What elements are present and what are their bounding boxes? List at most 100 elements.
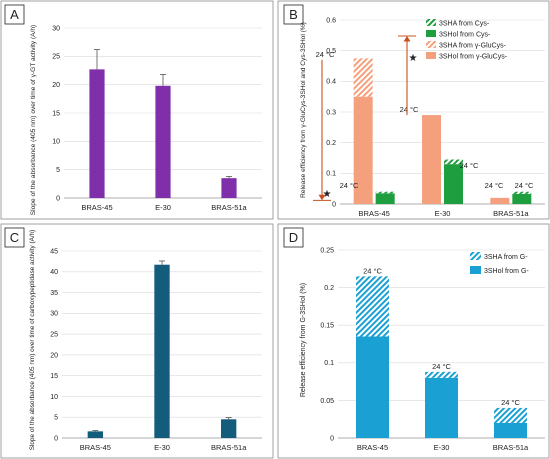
panel-a-letter: A xyxy=(4,4,25,25)
panel-b-star-marker: ★ xyxy=(323,189,332,200)
panel-a-bar xyxy=(221,178,237,198)
panel-d-ytick-label: 0.25 xyxy=(320,247,334,254)
panel-d-category-label: E-30 xyxy=(434,443,450,452)
panel-a-ytick-label: 25 xyxy=(52,54,60,61)
panel-b-arrowhead xyxy=(403,35,411,42)
panel-a-ytick-label: 30 xyxy=(52,25,60,32)
panel-b-letter: B xyxy=(283,4,304,25)
panel-b-bar-segment xyxy=(490,197,510,204)
panel-a-frame xyxy=(0,0,274,220)
panel-c-bar xyxy=(87,431,103,438)
panel-b-ytick-label: 0.3 xyxy=(326,109,336,116)
panel-a-ytick-label: 5 xyxy=(56,167,60,174)
panel-b-ytick-label: 0.6 xyxy=(326,17,336,24)
panel-c-bar xyxy=(221,419,237,438)
panel-b-legend-swatch xyxy=(426,19,436,26)
panel-a-ytick-label: 15 xyxy=(52,110,60,117)
panel-c-ytick-label: 10 xyxy=(50,394,58,401)
panel-a-category-label: BRAS-45 xyxy=(81,203,112,212)
panel-d-category-label: BRAS-51a xyxy=(493,443,529,452)
panel-d-temperature-label: 24 °C xyxy=(501,398,520,407)
panel-b-ytick-label: 0.1 xyxy=(326,171,336,178)
panel-a-category-label: E-30 xyxy=(155,203,171,212)
panel-d-category-label: BRAS-45 xyxy=(357,443,388,452)
panel-d-ytick-label: 0 xyxy=(330,435,334,442)
panel-b-legend-swatch xyxy=(426,41,436,48)
panel-d-ylabel: Release efficiency from G-3SHol (%) xyxy=(300,283,307,397)
panel-b-legend-swatch xyxy=(426,30,436,37)
panel-b-category-label: BRAS-45 xyxy=(359,209,390,218)
panel-d-temperature-label: 24 °C xyxy=(363,266,382,275)
panel-d-letter: D xyxy=(283,227,304,248)
panel-a-ytick-label: 20 xyxy=(52,82,60,89)
panel-d-temperature-label: 24 °C xyxy=(432,362,451,371)
panel-c-ytick-label: 25 xyxy=(50,332,58,339)
panel-c-ytick-label: 35 xyxy=(50,290,58,297)
panel-d-ytick-label: 0.2 xyxy=(324,285,334,292)
svg-text:C: C xyxy=(10,230,19,245)
panel-b-bar-segment xyxy=(353,58,373,97)
panel-c-chart: 0 5 10 15 20 25 30 35 40 45 BRAS-45 E-30 BRAS-51a xyxy=(50,248,262,452)
panel-b-bar-segment xyxy=(512,191,532,194)
panel-b-arrowhead xyxy=(318,194,326,201)
panel-b-legend-label: 3SHol from γ-GluCys- xyxy=(439,54,508,61)
panel-c-ytick-label: 20 xyxy=(50,352,58,359)
panel-b-bar-segment xyxy=(375,193,395,204)
panel-b-temperature-label: 24 °C xyxy=(515,181,534,190)
panel-c-ytick-label: 5 xyxy=(54,415,58,422)
panel-b-bar-segment xyxy=(375,191,395,194)
panel-b-bar-segment xyxy=(512,193,532,204)
panel-c-ytick-label: 0 xyxy=(54,435,58,442)
panel-a-chart: 0 5 10 15 20 25 30 BRAS-45 E-30 BRAS-51a xyxy=(52,25,262,212)
panel-a-ytick-label: 10 xyxy=(52,139,60,146)
panel-d-chart: 0 0.05 0.1 0.15 0.2 0.25 BRAS-45 E-30 BRAS-51a 24… xyxy=(320,247,545,452)
panel-c-ytick-label: 30 xyxy=(50,311,58,318)
panel-b-temperature-label: 24 °C xyxy=(316,50,335,59)
panel-b-bar-segment xyxy=(353,96,373,204)
panel-d-bar-segment xyxy=(356,336,389,438)
panel-b-legend-label: 3SHA from γ-GluCys- xyxy=(439,43,507,50)
panel-a-category-label: BRAS-51a xyxy=(211,203,247,212)
panel-d-bar-segment xyxy=(356,276,389,337)
panel-b-temperature-label: 24 °C xyxy=(485,181,504,190)
panel-c-category-label: E-30 xyxy=(154,443,170,452)
panel-d-legend-label: 3SHol from G- xyxy=(484,268,529,275)
panel-a-bar xyxy=(89,69,105,198)
svg-text:A: A xyxy=(10,7,19,22)
panel-d-bar-segment xyxy=(494,422,527,438)
svg-text:D: D xyxy=(289,230,298,245)
panel-b-bar-segment xyxy=(444,159,463,165)
panel-d-ytick-label: 0.15 xyxy=(320,323,334,330)
panel-c-ytick-label: 45 xyxy=(50,248,58,255)
panel-b-chart: 0 0.1 0.2 0.3 0.4 0.5 0.6 BRAS-45 E-30 BRAS-51a 24… xyxy=(313,17,545,218)
panel-c-frame xyxy=(0,223,274,459)
panel-b-category-label: E-30 xyxy=(435,209,451,218)
panel-a-ytick-label: 0 xyxy=(56,195,60,202)
panel-b-star-marker: ★ xyxy=(409,53,418,64)
panel-c-category-label: BRAS-45 xyxy=(80,443,111,452)
panel-c-letter: C xyxy=(4,227,25,248)
panel-b-frame xyxy=(277,0,550,220)
panel-d-ytick-label: 0.1 xyxy=(324,360,334,367)
panel-d-bar-segment xyxy=(425,377,458,438)
panel-d-frame xyxy=(277,223,550,459)
panel-b-bar-segment xyxy=(444,164,463,204)
panel-a-bar xyxy=(155,85,171,198)
panel-b-legend-label: 3SHol from Cys- xyxy=(439,32,491,39)
panel-d-legend-swatch xyxy=(470,266,481,274)
panel-b-temperature-label: 24 °C xyxy=(460,161,479,170)
panel-c-ytick-label: 40 xyxy=(50,269,58,276)
panel-a-ylabel: Slope of the absorbance (405 nm) over ti… xyxy=(30,25,37,215)
panel-b-category-label: BRAS-51a xyxy=(493,209,529,218)
panel-d-legend-label: 3SHA from G- xyxy=(484,254,528,261)
panel-c-category-label: BRAS-51a xyxy=(211,443,247,452)
panel-c-ytick-label: 15 xyxy=(50,373,58,380)
panel-d-bar-segment xyxy=(494,407,527,423)
panel-b-ytick-label: 0.4 xyxy=(326,79,336,86)
panel-b-ytick-label: 0.2 xyxy=(326,140,336,147)
panel-c-bar xyxy=(154,264,170,438)
panel-c-ylabel: Slope of the absorbance (405 nm) over ti… xyxy=(29,230,36,451)
panel-d-bar-segment xyxy=(425,371,458,378)
panel-b-legend-label: 3SHA from Cys- xyxy=(439,21,490,28)
